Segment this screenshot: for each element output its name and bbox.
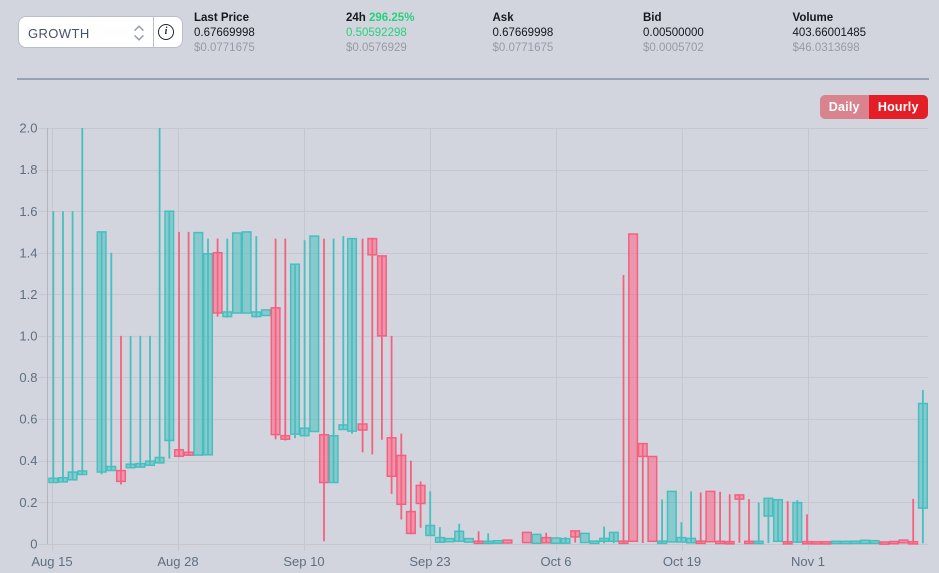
svg-text:1.4: 1.4 bbox=[19, 245, 37, 260]
svg-text:0.4: 0.4 bbox=[19, 453, 37, 468]
svg-text:1.8: 1.8 bbox=[19, 162, 37, 177]
svg-text:Sep 10: Sep 10 bbox=[283, 554, 324, 569]
svg-text:0.8: 0.8 bbox=[19, 370, 37, 385]
svg-text:1.6: 1.6 bbox=[19, 204, 37, 219]
svg-text:0.2: 0.2 bbox=[19, 495, 37, 510]
svg-text:Aug 15: Aug 15 bbox=[31, 554, 72, 569]
svg-text:1.0: 1.0 bbox=[19, 329, 37, 344]
svg-text:Sep 23: Sep 23 bbox=[409, 554, 450, 569]
svg-text:Nov 1: Nov 1 bbox=[791, 554, 825, 569]
svg-text:0: 0 bbox=[30, 536, 37, 551]
svg-text:Oct 19: Oct 19 bbox=[663, 554, 701, 569]
svg-text:Aug 28: Aug 28 bbox=[157, 554, 198, 569]
svg-text:Oct 6: Oct 6 bbox=[540, 554, 571, 569]
svg-text:1.2: 1.2 bbox=[19, 287, 37, 302]
svg-text:2.0: 2.0 bbox=[19, 121, 37, 136]
svg-text:0.6: 0.6 bbox=[19, 412, 37, 427]
